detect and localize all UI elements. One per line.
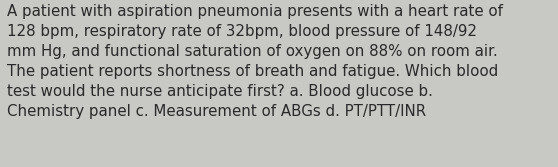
Text: A patient with aspiration pneumonia presents with a heart rate of
128 bpm, respi: A patient with aspiration pneumonia pres… [7, 4, 503, 119]
